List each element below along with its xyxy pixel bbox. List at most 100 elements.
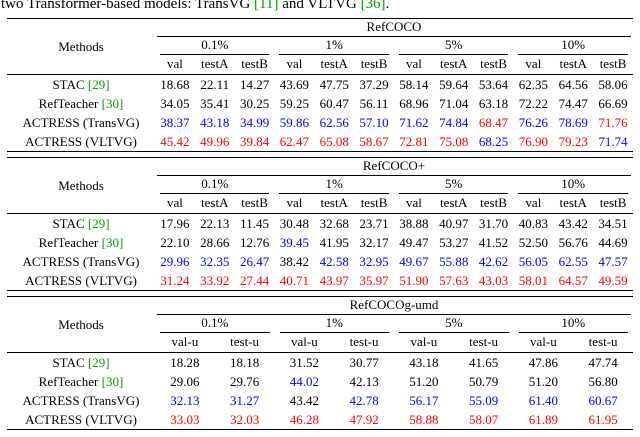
table-row: RefTeacher [30] 34.05 35.41 30.25 59.25 60.47… [7, 94, 633, 113]
column-header: val-u [155, 333, 215, 353]
value-cell: 72.22 [518, 95, 548, 111]
value-cell: 47.75 [319, 76, 349, 92]
value-cell: 28.66 [200, 234, 230, 250]
citation-link[interactable]: [29] [87, 354, 110, 370]
value-cell: 43.97 [319, 272, 349, 288]
ratio-group-label: 5% [399, 315, 509, 333]
value-cell: 62.47 [279, 133, 310, 149]
value-cell: 30.25 [239, 95, 270, 111]
value-cell: 51.20 [409, 373, 439, 389]
method-cell: STAC [29] [7, 75, 155, 95]
citation-link[interactable]: [29] [87, 76, 110, 92]
value-cell: 43.42 [289, 392, 319, 408]
caption-text: . [385, 0, 390, 12]
column-header: val [155, 194, 195, 214]
ratio-group-header: 1% [274, 176, 393, 194]
value-cell: 62.55 [558, 253, 588, 269]
value-cell: 22.10 [160, 234, 190, 250]
table-row: ACTRESS (TransVG) 29.96 32.35 26.47 38.42 42.… [7, 252, 633, 271]
value-cell: 39.45 [279, 234, 310, 250]
value-cell: 52.50 [518, 234, 548, 250]
value-cell: 56.80 [588, 373, 618, 389]
value-cell: 18.28 [170, 354, 200, 370]
citation-link[interactable]: [30] [101, 373, 124, 389]
value-cell: 42.13 [349, 373, 379, 389]
method-cell: ACTRESS (VLTVG) [7, 132, 155, 152]
value-cell: 30.48 [279, 215, 310, 231]
ratio-group-header: 10% [513, 176, 633, 194]
value-cell: 49.47 [399, 234, 429, 250]
value-cell: 41.65 [469, 354, 499, 370]
citation-link[interactable]: [11] [254, 0, 279, 12]
column-header: testB [473, 55, 514, 75]
value-cell: 43.69 [279, 76, 310, 92]
value-cell: 78.69 [558, 114, 588, 130]
value-cell: 17.96 [160, 215, 190, 231]
citation-link[interactable]: [29] [87, 215, 110, 231]
value-cell: 58.14 [399, 76, 429, 92]
value-cell: 43.18 [409, 354, 439, 370]
column-header: testB [354, 55, 394, 75]
column-header: testB [234, 194, 275, 214]
ratio-group-header: 10% [514, 315, 634, 333]
header-row-dataset: Methods RefCOCO [7, 18, 633, 75]
method-cell: RefTeacher [30] [7, 94, 155, 113]
column-header: testA [553, 55, 594, 75]
method-cell: ACTRESS (TransVG) [7, 391, 155, 410]
value-cell: 45.42 [160, 133, 190, 149]
value-cell: 43.42 [558, 215, 588, 231]
value-cell: 56.11 [359, 95, 389, 111]
column-header: test-u [573, 333, 633, 353]
column-header: val-u [513, 333, 574, 353]
method-cell: STAC [29] [7, 353, 155, 373]
value-cell: 34.99 [239, 114, 270, 130]
caption-text: and VLTVG [278, 0, 361, 12]
ratio-group-header: 1% [274, 37, 393, 55]
value-cell: 68.25 [478, 133, 509, 149]
value-cell: 35.97 [359, 272, 389, 288]
value-cell: 42.62 [478, 253, 509, 269]
column-header: val [393, 194, 434, 214]
column-header: val [274, 194, 315, 214]
citation-link[interactable]: [30] [101, 234, 124, 250]
ratio-group-label: 1% [279, 37, 389, 55]
value-cell: 60.67 [588, 392, 618, 408]
results-table-refcoco-plus: Methods RefCOCO+ 0.1% 1% 5% 10% val testA testB v… [7, 157, 633, 291]
table-row: RefTeacher [30] 22.10 28.66 12.76 39.45 41.95… [7, 233, 633, 252]
ratio-group-label: 5% [398, 37, 509, 55]
column-header: testA [314, 194, 355, 214]
value-cell: 32.17 [359, 234, 389, 250]
header-row-ratios: 0.1% 1% 5% 10% [7, 176, 633, 194]
method-cell: ACTRESS (VLTVG) [7, 271, 155, 291]
value-cell: 33.03 [170, 411, 200, 427]
value-cell: 47.86 [528, 354, 558, 370]
method-cell: ACTRESS (TransVG) [7, 252, 155, 271]
header-row-splits: val testA testB val testA testB val testA testB v… [7, 55, 633, 75]
citation-link[interactable]: [36] [360, 0, 386, 12]
table-row: STAC [29] 18.68 22.11 14.27 43.69 47.75 37.29 5… [7, 75, 633, 95]
method-label: STAC [52, 215, 88, 231]
value-cell: 49.59 [598, 272, 628, 288]
column-header: testA [314, 55, 355, 75]
value-cell: 46.28 [289, 411, 319, 427]
value-cell: 47.92 [349, 411, 379, 427]
column-header: val [155, 55, 195, 75]
value-cell: 63.18 [478, 95, 509, 111]
results-table-refcoco: Methods RefCOCO 0.1% 1% 5% 10% val testA testB va… [7, 18, 633, 152]
table-row: ACTRESS (TransVG) 38.37 43.18 34.99 59.86 62.… [7, 113, 633, 132]
value-cell: 12.76 [239, 234, 270, 250]
value-cell: 58.01 [518, 272, 548, 288]
value-cell: 49.96 [200, 133, 230, 149]
citation-link[interactable]: [30] [101, 95, 124, 111]
value-cell: 79.23 [558, 133, 588, 149]
value-cell: 64.56 [558, 76, 588, 92]
value-cell: 76.26 [518, 114, 548, 130]
ratio-group-label: 10% [518, 176, 628, 194]
value-cell: 29.76 [230, 373, 260, 389]
value-cell: 47.74 [588, 354, 618, 370]
ratio-group-header: 10% [513, 37, 633, 55]
value-cell: 27.44 [239, 272, 270, 288]
method-label: ACTRESS (TransVG) [22, 253, 140, 269]
value-cell: 35.41 [200, 95, 230, 111]
value-cell: 61.40 [528, 392, 558, 408]
